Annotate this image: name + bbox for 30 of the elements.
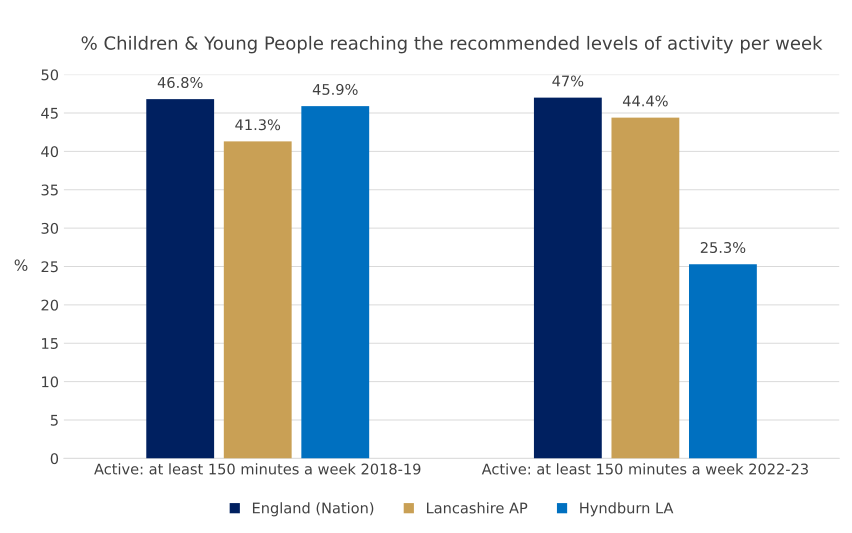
legend-label: England (Nation) [252, 502, 374, 516]
legend-label: Lancashire AP [427, 502, 528, 514]
y-tick-label: 10 [42, 376, 58, 388]
y-axis-title: % [14, 259, 28, 271]
data-label: 44.4% [622, 95, 668, 106]
data-label: 46.8% [158, 76, 203, 88]
bar [689, 264, 757, 458]
y-tick-label: 45 [41, 108, 58, 119]
data-label: 25.3% [700, 242, 746, 254]
bar [534, 98, 602, 458]
y-tick-label: 50 [42, 69, 58, 80]
data-label: 47% [552, 75, 584, 86]
y-tick-label: 5 [50, 414, 58, 426]
y-tick-label: 25 [42, 261, 58, 272]
bar [301, 106, 370, 458]
y-tick-label: 40 [41, 146, 58, 158]
x-tick-label: Active: at least 150 minutes a week 2018-19 [94, 463, 420, 475]
bar [224, 141, 292, 458]
y-tick-label: 30 [42, 222, 58, 234]
bar [611, 118, 680, 458]
y-tick-label: 0 [50, 453, 58, 464]
data-label: 45.9% [312, 84, 358, 95]
data-label: 41.3% [235, 119, 280, 130]
y-tick-label: 35 [42, 184, 58, 196]
x-tick-label: Active: at least 150 minutes a week 2022-23 [482, 463, 808, 475]
legend-label: Hyndburn LA [580, 502, 674, 516]
y-tick-label: 20 [42, 300, 58, 311]
bar [146, 99, 214, 458]
y-tick-label: 15 [42, 338, 58, 349]
chart-title: % Children & Young People reaching the recommended levels of activity per week [82, 36, 822, 54]
